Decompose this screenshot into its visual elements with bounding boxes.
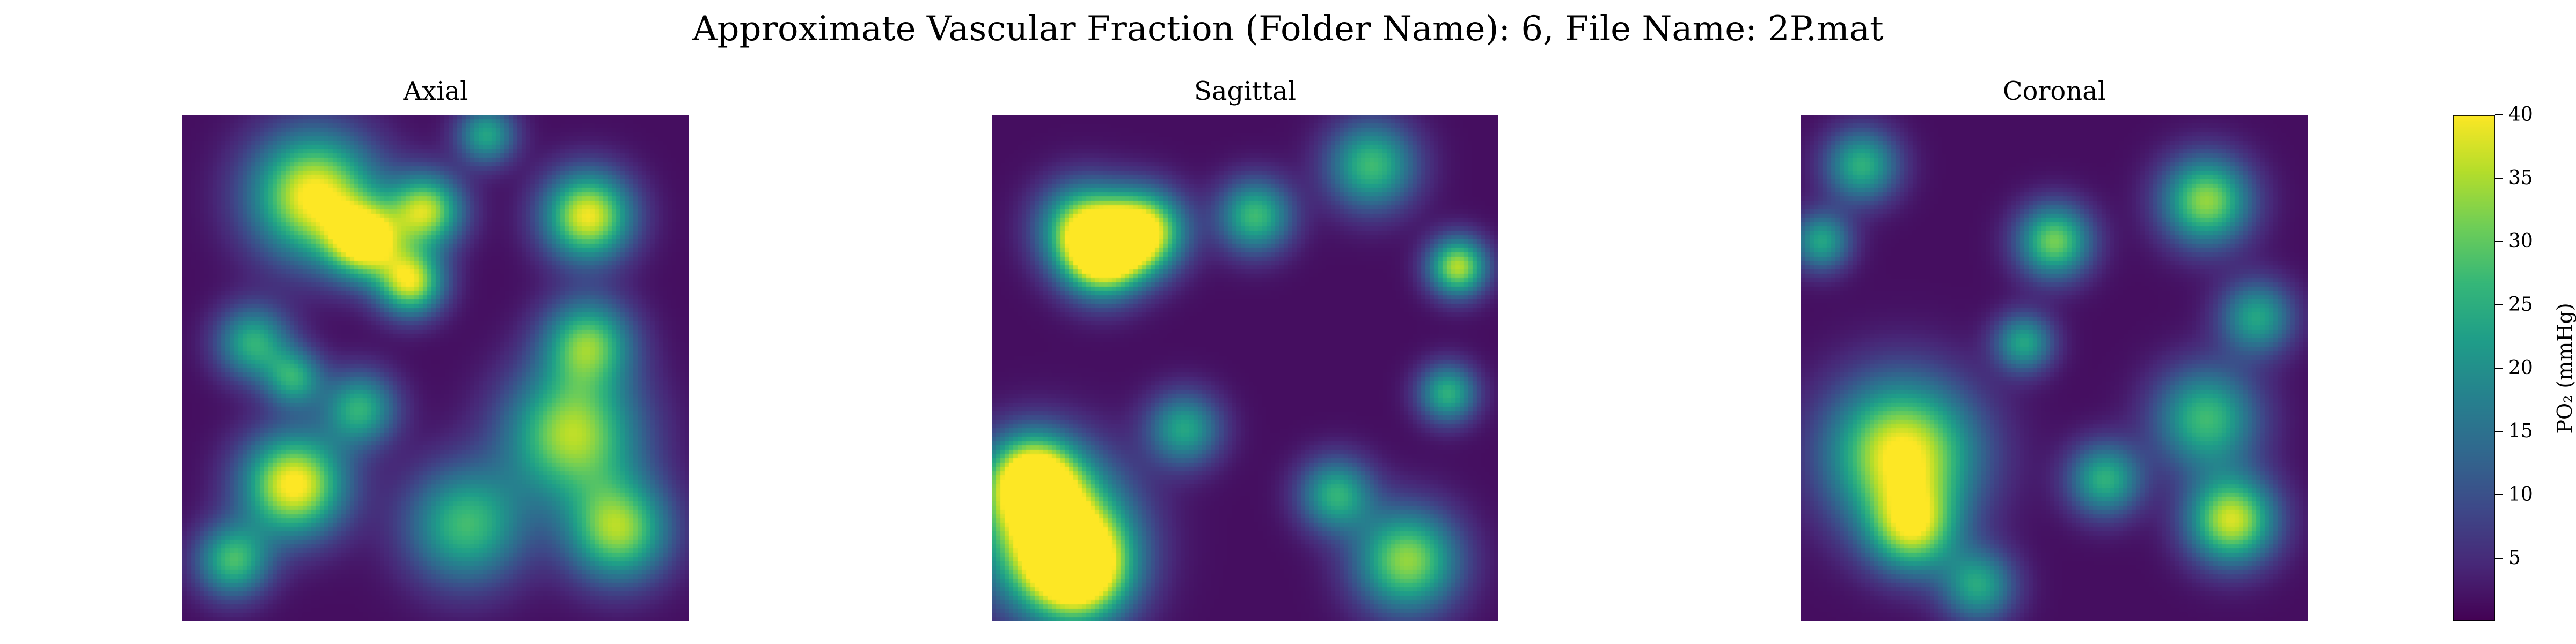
sagittal-panel: Sagittal xyxy=(992,76,1498,621)
colorbar: 5 10 15 20 25 30 35 40 xyxy=(2453,104,2533,621)
axial-panel: Axial xyxy=(182,76,689,621)
colorbar-label: PO₂ (mmHg) xyxy=(2553,303,2576,434)
colorbar-tick-label: 10 xyxy=(2508,484,2533,506)
colorbar-gradient xyxy=(2453,115,2496,621)
coronal-title: Coronal xyxy=(2002,76,2106,106)
colorbar-tick-label: 5 xyxy=(2508,547,2521,569)
colorbar-tick-label: 30 xyxy=(2508,230,2533,252)
coronal-panel: Coronal xyxy=(1801,76,2308,621)
colorbar-tick xyxy=(2496,431,2503,432)
figure-title: Approximate Vascular Fraction (Folder Na… xyxy=(692,9,1884,49)
colorbar-tick xyxy=(2496,368,2503,369)
coronal-heatmap xyxy=(1801,115,2308,621)
colorbar-tick xyxy=(2496,558,2503,559)
colorbar-tick xyxy=(2496,114,2503,115)
colorbar-tick xyxy=(2496,494,2503,495)
sagittal-heatmap xyxy=(992,115,1498,621)
sagittal-title: Sagittal xyxy=(1194,76,1297,106)
colorbar-tick-label: 15 xyxy=(2508,420,2533,442)
colorbar-tick xyxy=(2496,178,2503,179)
axial-title: Axial xyxy=(403,76,469,106)
colorbar-tick-label: 40 xyxy=(2508,104,2533,126)
colorbar-tick-label: 20 xyxy=(2508,357,2533,379)
colorbar-tick xyxy=(2496,241,2503,242)
colorbar-tick xyxy=(2496,304,2503,305)
axial-heatmap xyxy=(182,115,689,621)
colorbar-tick-label: 25 xyxy=(2508,294,2533,316)
colorbar-tick-label: 35 xyxy=(2508,167,2533,189)
